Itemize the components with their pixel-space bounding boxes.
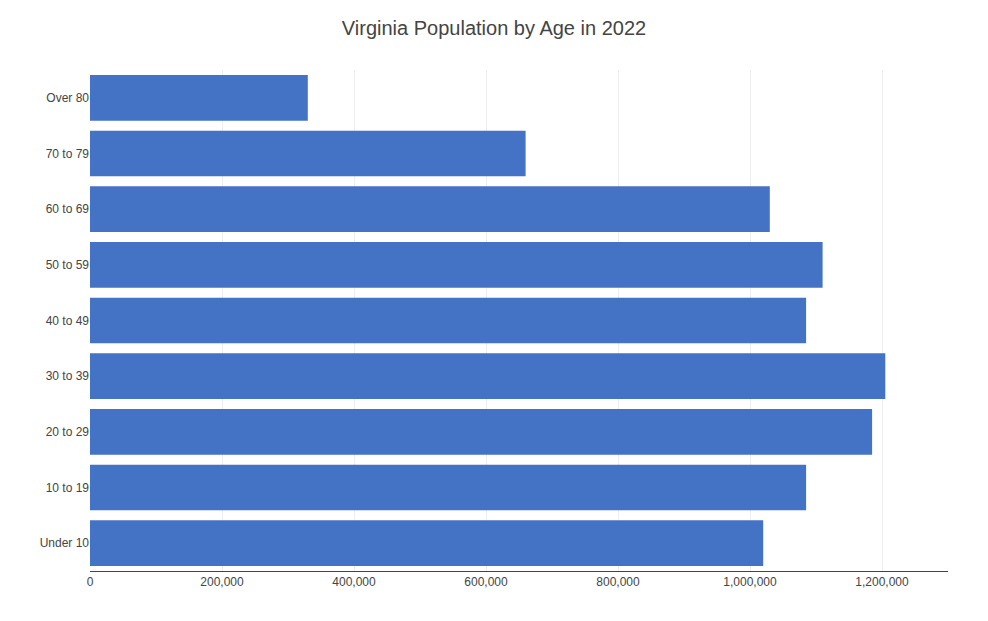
svg-text:Under 10: Under 10: [40, 536, 90, 550]
svg-text:800,000: 800,000: [596, 575, 640, 589]
svg-text:60 to 69: 60 to 69: [46, 202, 90, 216]
svg-text:0: 0: [87, 575, 94, 589]
svg-text:Virginia Population by Age in: Virginia Population by Age in 2022: [342, 17, 646, 39]
svg-text:20 to 29: 20 to 29: [46, 425, 90, 439]
svg-text:30 to 39: 30 to 39: [46, 369, 90, 383]
svg-text:1,000,000: 1,000,000: [723, 575, 777, 589]
svg-text:600,000: 600,000: [464, 575, 508, 589]
svg-text:70 to 79: 70 to 79: [46, 147, 90, 161]
svg-text:Over 80: Over 80: [46, 91, 89, 105]
svg-text:10 to 19: 10 to 19: [46, 481, 90, 495]
svg-text:1,200,000: 1,200,000: [855, 575, 909, 589]
svg-text:400,000: 400,000: [332, 575, 376, 589]
svg-text:200,000: 200,000: [200, 575, 244, 589]
svg-text:50 to 59: 50 to 59: [46, 258, 90, 272]
svg-text:40 to 49: 40 to 49: [46, 314, 90, 328]
